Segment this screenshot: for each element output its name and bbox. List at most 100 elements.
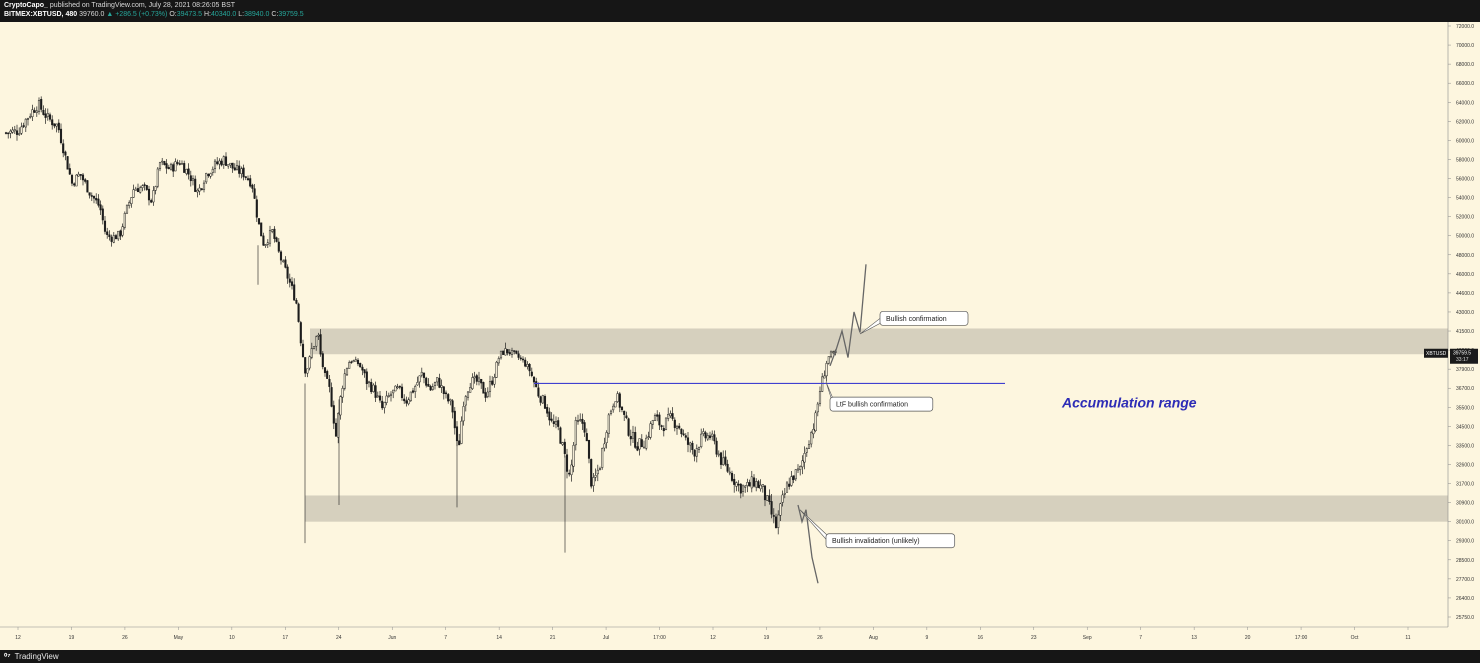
candle-body-up <box>121 226 124 236</box>
bullish-confirmation-box <box>879 310 969 326</box>
candle-body-up <box>614 401 617 408</box>
time-tick-label: 17:00 <box>1295 635 1308 641</box>
candle-body-up <box>572 444 575 467</box>
candle <box>766 495 769 501</box>
candle <box>420 367 423 378</box>
bullish-confirmation-callout[interactable]: Bullish confirmation <box>859 310 969 335</box>
candle-body-down <box>207 173 210 177</box>
candle-body-down <box>563 441 566 454</box>
candle <box>330 382 333 408</box>
candle <box>790 470 793 487</box>
candle-body-down <box>546 407 549 414</box>
candle-body-up <box>612 405 615 411</box>
candle <box>117 230 120 241</box>
candle <box>372 383 375 393</box>
price-chart[interactable]: Bullish confirmation LtF bullish confirma… <box>0 22 1480 650</box>
candle-body-down <box>691 442 694 451</box>
candle <box>29 113 32 119</box>
candle-body-up <box>649 423 652 438</box>
candle <box>706 432 709 441</box>
candle <box>266 239 269 249</box>
candle <box>75 174 78 187</box>
candle-body-up <box>282 260 285 263</box>
candle-body-up <box>631 431 635 439</box>
candle <box>249 174 252 188</box>
candle <box>101 205 104 225</box>
candle <box>260 222 263 237</box>
candle-body-down <box>484 392 487 398</box>
ltf-bullish-confirmation-box <box>829 396 934 412</box>
bullish-invalidation-callout[interactable]: Bullish invalidation (unlikely) <box>799 509 956 549</box>
candle-body-down <box>114 235 118 240</box>
candle-body-down <box>165 163 168 169</box>
candle-body-down <box>748 482 751 487</box>
time-axis[interactable]: 12 19 26 May 10 17 24 Jun 7 14 21 Jul 17:00 12 19 26 Aug… <box>0 626 1448 641</box>
candle <box>304 357 307 378</box>
candle <box>796 464 800 474</box>
ltf-bullish-confirmation-callout[interactable]: LtF bullish confirmation <box>825 381 934 412</box>
symbol-name[interactable]: BITMEX:XBTUSD, 480 <box>4 11 78 18</box>
candle <box>568 469 571 477</box>
candle <box>526 361 529 370</box>
candle-body-down <box>40 99 43 110</box>
projection-up-path[interactable] <box>829 264 867 367</box>
candle <box>209 172 212 179</box>
candle-body-down <box>411 390 415 393</box>
candle-body-up <box>341 388 344 398</box>
price-tick-label: 68000.0 <box>1456 62 1474 68</box>
brand-name[interactable]: TradingView <box>14 652 59 661</box>
candle <box>779 502 782 521</box>
lower-support-zone[interactable] <box>305 495 1448 522</box>
price-axis[interactable]: 72000.0 70000.0 68000.0 66000.0 64000.0 62000… <box>1424 22 1480 650</box>
candle <box>156 167 159 189</box>
candle-body-up <box>818 391 822 404</box>
candle <box>11 126 14 134</box>
candle <box>464 394 467 412</box>
author-name[interactable]: CryptoCapo_ <box>4 2 48 9</box>
candle <box>550 412 553 423</box>
candle <box>110 234 113 247</box>
candle <box>235 160 239 171</box>
candle-body-down <box>713 434 716 442</box>
candle-body-down <box>658 414 661 426</box>
candle-body-up <box>574 420 577 446</box>
candle <box>315 335 318 351</box>
candle <box>770 493 773 519</box>
candle-body-down <box>673 419 676 428</box>
candle <box>18 127 21 136</box>
candle-body-down <box>444 392 448 395</box>
candle-body-down <box>400 386 404 398</box>
candle-body-down <box>634 432 637 448</box>
candle <box>211 166 214 176</box>
candle-body-up <box>264 244 267 246</box>
candle-body-up <box>603 443 606 449</box>
candle-body-up <box>198 187 201 192</box>
projection-down-path[interactable] <box>797 504 819 584</box>
candle-body-up <box>814 412 817 432</box>
candle <box>145 184 148 191</box>
candle-body-up <box>310 348 313 358</box>
upper-resistance-zone[interactable] <box>310 328 1448 355</box>
candle <box>273 226 276 243</box>
candle-body-down <box>42 109 45 115</box>
price-change: ▲ +286.5 (+0.73%) <box>106 11 168 18</box>
candle-body-down <box>286 266 289 279</box>
candle-body-up <box>779 503 782 516</box>
candle-body-down <box>59 128 63 143</box>
candle <box>143 182 146 191</box>
candle <box>515 350 518 355</box>
candle <box>136 183 140 193</box>
candle-body-up <box>26 118 30 120</box>
candle <box>805 447 808 457</box>
candle <box>794 469 797 482</box>
candle-body-down <box>68 168 71 175</box>
accumulation-range-label[interactable]: Accumulation range <box>1061 395 1197 411</box>
candle-body-down <box>297 303 300 322</box>
candle-body-up <box>387 395 390 397</box>
candle <box>396 383 399 390</box>
candle-body-down <box>238 165 241 174</box>
candle <box>581 413 584 431</box>
candle-body-up <box>801 460 804 468</box>
candle <box>163 160 166 166</box>
candle <box>59 123 63 145</box>
